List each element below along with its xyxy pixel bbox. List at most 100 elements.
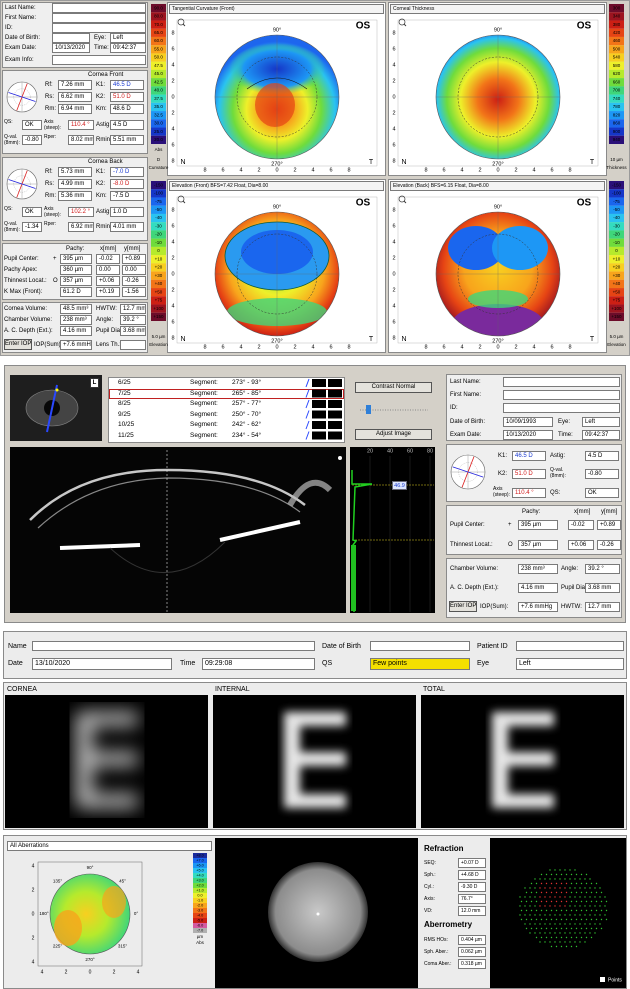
label: Rmin: — [96, 224, 112, 230]
value-box: 238 mm³ — [518, 564, 558, 574]
value-box[interactable] — [503, 377, 620, 387]
value-box: 46.5 D — [512, 451, 546, 461]
value-box: -7.0 D — [110, 167, 144, 177]
value-box: OK — [22, 207, 42, 217]
value-box: Left — [110, 33, 146, 43]
label: Astig: — [96, 122, 112, 128]
label: Pupil Dia: — [561, 585, 587, 591]
label: Time: — [94, 45, 109, 51]
label: K2: — [96, 94, 106, 100]
value-box: 4.5 D — [585, 451, 619, 461]
label: K2: — [96, 181, 106, 187]
value-box: 39.2 ° — [585, 564, 620, 574]
value-box: +0.89 — [122, 254, 146, 264]
value-box: 12.0 mm — [458, 906, 486, 916]
value-box: -0.02 — [96, 254, 120, 264]
label: 242° - 62° — [232, 421, 262, 428]
selected-segment — [109, 388, 344, 399]
value-box[interactable] — [52, 33, 90, 43]
label: Pachy: — [522, 509, 541, 515]
value-box: 10/09/1993 — [503, 417, 553, 427]
label: HWTW: — [561, 604, 582, 610]
label: Date of Birth: — [450, 419, 486, 425]
label: Q-val. (8mm): — [4, 134, 20, 146]
value-box[interactable] — [370, 641, 470, 651]
value-box: Elevation (Front) BFS=7.42 Float, Dia=8.… — [169, 181, 384, 191]
label: Astig: — [96, 209, 112, 215]
value-box: -0.80 — [22, 135, 42, 145]
value-box[interactable] — [52, 13, 146, 23]
label: QS: — [4, 119, 13, 125]
value-box: 0.00 — [122, 265, 146, 275]
value-box[interactable] — [52, 3, 146, 13]
value-box: -8.0 D — [110, 179, 144, 189]
map-panel — [167, 179, 386, 353]
value-box: 12.7 mm — [120, 304, 146, 314]
label: First Name: — [5, 15, 37, 21]
label: First Name: — [450, 392, 482, 398]
value-box[interactable] — [516, 641, 624, 651]
value-box: 3.68 mm — [585, 583, 620, 593]
label: Segment: — [190, 431, 218, 439]
value-box[interactable] — [32, 641, 315, 651]
label: Segment: — [190, 389, 218, 397]
value-box[interactable] — [52, 23, 146, 33]
value-box: 0.062 µm — [458, 947, 486, 957]
label: Date — [8, 660, 23, 667]
label: Pachy: — [66, 246, 85, 252]
value-box[interactable] — [503, 403, 620, 413]
value-box: 10/13/2020 — [503, 430, 553, 440]
value-box: 13/10/2020 — [32, 658, 172, 670]
button[interactable]: Adjust Image — [355, 429, 432, 440]
value-box[interactable] — [503, 390, 620, 400]
value-box: 4.01 mm — [110, 222, 144, 232]
value-box: 7.26 mm — [58, 80, 92, 90]
label: Pupil Center: — [4, 256, 39, 262]
label: ID: — [5, 25, 13, 31]
label: Refraction — [424, 844, 464, 853]
aberration-panel — [3, 835, 627, 989]
label: Time — [180, 660, 196, 667]
value-box: 357 µm — [60, 276, 92, 286]
value-box: +4.68 D — [458, 870, 486, 880]
value-box: 46.5 D — [110, 80, 144, 90]
label: Chamber Volume: — [450, 566, 499, 572]
value-box: +0.07 D — [458, 858, 486, 868]
label: IOP(Sum): — [34, 342, 63, 348]
value-box: 0.00 — [96, 265, 120, 275]
value-box: 395 µm — [518, 520, 558, 530]
value-box: Left — [516, 658, 624, 670]
value-box: 4.99 mm — [58, 179, 92, 189]
label: Exam Date: — [5, 45, 37, 51]
label: 250° - 70° — [232, 410, 262, 418]
label: Sph.: — [424, 872, 436, 878]
label: Thinnest Locat.: — [4, 278, 47, 284]
label: Km: — [96, 106, 107, 112]
label: Astig: — [550, 453, 566, 459]
label: Q-val. (8mm): — [550, 467, 566, 479]
label: Q-val. (8mm): — [4, 221, 20, 233]
value-box: 48.6 D — [110, 104, 144, 114]
label: Exam Info: — [5, 57, 34, 63]
label: K1: — [498, 453, 508, 459]
button[interactable]: Contrast Normal — [355, 382, 432, 393]
label: Angle: — [561, 566, 579, 572]
label: Rmin: — [96, 137, 112, 143]
value-box: Elevation (Back) BFS=6.15 Float, Dia=8.0… — [390, 181, 605, 191]
map-panel — [388, 2, 607, 176]
value-box: 0.318 µm — [458, 959, 486, 969]
readout: 46.9 — [392, 481, 407, 490]
value-box: -0.26 — [597, 540, 621, 550]
value-box[interactable] — [120, 340, 146, 350]
value-box: 61.2 D — [60, 287, 92, 297]
value-box: 5.36 mm — [58, 191, 92, 201]
value-box: 76.7° — [458, 894, 486, 904]
value-box[interactable] — [52, 55, 146, 65]
label: x[mm] — [100, 246, 117, 252]
button[interactable]: Enter IOP — [4, 339, 32, 350]
label: Pachy Apex: — [4, 267, 38, 273]
label: O — [53, 278, 58, 284]
label: 8/25 — [118, 400, 131, 407]
map-panel — [388, 179, 607, 353]
button[interactable]: Enter IOP — [449, 601, 477, 612]
